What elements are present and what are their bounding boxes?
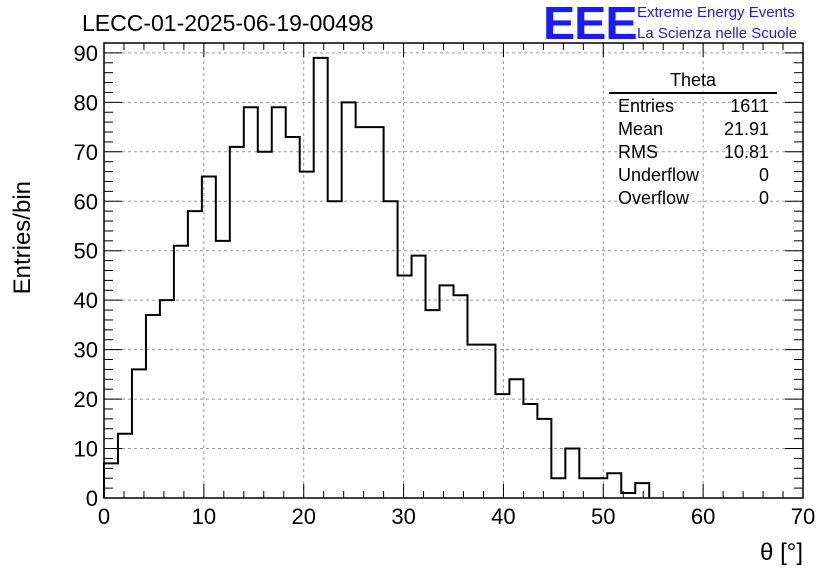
y-tick-label: 60 [74, 189, 98, 214]
x-axis-label: θ [°] [760, 539, 803, 566]
y-tick-label: 50 [74, 239, 98, 264]
stats-row-underflow: Underflow 0 [609, 164, 777, 187]
stats-value: 1611 [730, 96, 769, 116]
histogram-series [103, 56, 651, 498]
stats-box: Theta Entries 1611 Mean 21.91 RMS 10.81 … [609, 70, 777, 210]
brand-line-2: La Scienza nelle Scuole [637, 25, 798, 42]
x-tick-label: 70 [791, 504, 815, 529]
stats-label: RMS [618, 142, 658, 162]
stats-label: Mean [618, 119, 664, 139]
y-tick-label: 20 [74, 387, 98, 412]
stats-row-overflow: Overflow 0 [609, 187, 777, 210]
axes-ticks: 0 10 20 30 40 50 60 70 0 10 20 30 40 50 60 70 80 90 [74, 41, 816, 529]
chart-title: LECC-01-2025-06-19-00498 [82, 10, 374, 36]
eee-logo: EEE [543, 0, 638, 49]
y-tick-label: 70 [74, 140, 98, 165]
stats-value: 0 [758, 188, 769, 208]
x-tick-label: 60 [691, 504, 715, 529]
stats-value: 10.81 [723, 142, 769, 162]
y-tick-label: 30 [74, 338, 98, 363]
stats-value: 0 [758, 165, 769, 185]
brand-line-1: Extreme Energy Events [637, 4, 795, 21]
x-tick-label: 30 [391, 504, 415, 529]
y-axis-label: Entries/bin [9, 181, 36, 294]
y-tick-label: 10 [74, 437, 98, 462]
stats-label: Entries [618, 96, 675, 116]
x-tick-label: 10 [192, 504, 216, 529]
x-tick-label: 40 [491, 504, 515, 529]
stats-label: Overflow [618, 188, 690, 208]
y-tick-label: 90 [74, 41, 98, 66]
stats-row-entries: Entries 1611 [609, 95, 777, 118]
y-tick-label: 0 [86, 486, 98, 511]
x-tick-label: 0 [98, 504, 110, 529]
x-tick-label: 20 [291, 504, 315, 529]
grid-lines [104, 43, 803, 498]
y-tick-label: 40 [74, 288, 98, 313]
y-tick-label: 80 [74, 90, 98, 115]
stats-label: Underflow [618, 165, 700, 185]
stats-row-rms: RMS 10.81 [609, 141, 777, 164]
stats-row-mean: Mean 21.91 [609, 118, 777, 141]
stats-title: Theta [609, 70, 777, 94]
stats-value: 21.91 [723, 119, 769, 139]
x-tick-label: 50 [591, 504, 615, 529]
